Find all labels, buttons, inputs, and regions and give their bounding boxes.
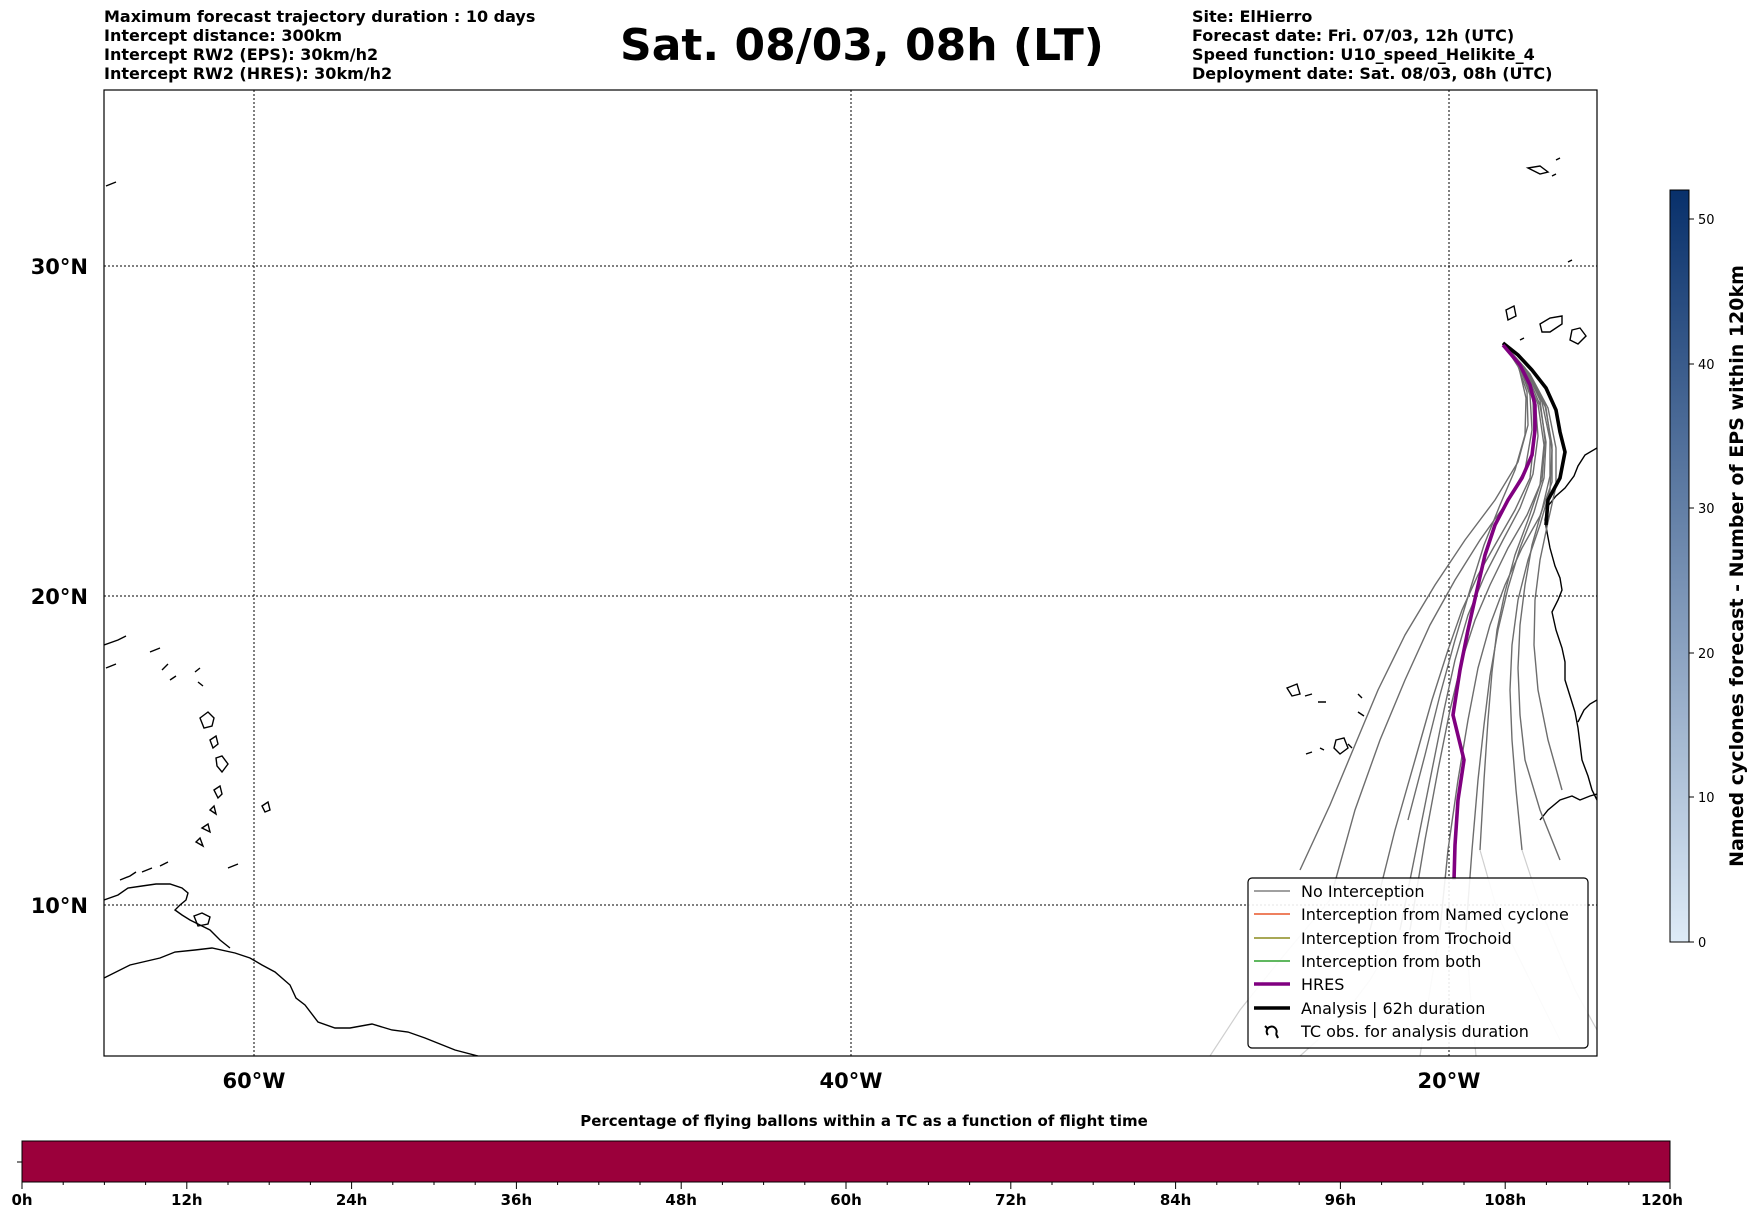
eps-trajectory xyxy=(1502,342,1561,861)
colorbar: 0 10 20 30 40 50 Named cyclones forecast… xyxy=(1669,189,1748,951)
param-line: Maximum forecast trajectory duration : 1… xyxy=(104,7,536,26)
eps-trajectory xyxy=(1299,342,1529,871)
info-line: Forecast date: Fri. 07/03, 12h (UTC) xyxy=(1192,26,1515,45)
lesser-antilles xyxy=(194,711,229,848)
info-line: Deployment date: Sat. 08/03, 08h (UTC) xyxy=(1192,64,1553,83)
legend-label: No Interception xyxy=(1301,882,1425,901)
timebar-tick-labels: 0h 12h 24h 36h 48h 60h 72h 84h 96h 108h … xyxy=(11,1191,1683,1209)
colorbar-tick-label: 50 xyxy=(1698,213,1715,228)
info-line: Speed function: U10_speed_Helikite_4 xyxy=(1192,45,1535,64)
cape-verde-islands xyxy=(1285,683,1365,755)
timebar-tick-label: 96h xyxy=(1325,1191,1357,1209)
south-america-coast xyxy=(104,947,479,1056)
param-line: Intercept RW2 (HRES): 30km/h2 xyxy=(104,64,393,83)
legend-box xyxy=(1247,877,1589,1049)
colorbar-label: Named cyclones forecast - Number of EPS … xyxy=(1726,265,1748,867)
timebar-fill xyxy=(21,1140,1671,1183)
colorbar-gradient xyxy=(1669,189,1690,943)
page-title: Sat. 08/03, 08h (LT) xyxy=(620,20,1104,71)
legend-label: Analysis | 62h duration xyxy=(1301,999,1485,1018)
colorbar-tick-label: 40 xyxy=(1698,358,1715,373)
legend-label: TC obs. for analysis duration xyxy=(1300,1022,1529,1041)
timebar-tick-label: 48h xyxy=(665,1191,697,1209)
timebar-tick-label: 36h xyxy=(501,1191,533,1209)
analysis-trajectory xyxy=(1501,341,1567,526)
timebar-tick-label: 108h xyxy=(1484,1191,1526,1209)
timebar-tick-label: 72h xyxy=(995,1191,1027,1209)
lon-tick-label: 20°W xyxy=(1418,1069,1481,1093)
map-legend: No Interception Interception from Named … xyxy=(1247,877,1589,1049)
timebar-tick-label: 120h xyxy=(1641,1191,1683,1209)
trajectory-ensemble xyxy=(1209,341,1597,1056)
timebar-ticks xyxy=(21,1182,1671,1189)
eps-trajectory xyxy=(1329,342,1533,901)
timebar-tick-label: 0h xyxy=(11,1191,32,1209)
eps-trajectory xyxy=(1369,342,1535,931)
map-panel[interactable]: 30°N 20°N 10°N 60°W 40°W 20°W No Interce… xyxy=(31,89,1598,1093)
colorbar-tick-label: 30 xyxy=(1698,502,1715,517)
eps-trajectory xyxy=(1407,342,1527,821)
legend-label: Interception from Named cyclone xyxy=(1301,905,1569,924)
bermuda xyxy=(105,181,117,187)
west-africa-coast xyxy=(1539,699,1597,821)
greater-antilles xyxy=(104,635,239,881)
colorbar-ticks xyxy=(1689,218,1694,943)
africa-coast xyxy=(1544,447,1597,801)
timebar-tick-label: 24h xyxy=(336,1191,368,1209)
hres-trajectory xyxy=(1451,343,1537,881)
colorbar-tick-label: 20 xyxy=(1698,647,1715,662)
info-line: Site: ElHierro xyxy=(1192,7,1313,26)
colorbar-tick-label: 0 xyxy=(1698,936,1706,951)
lat-tick-label: 20°N xyxy=(31,585,88,609)
barbados xyxy=(261,800,271,813)
legend-label: HRES xyxy=(1301,975,1344,994)
canary-islands xyxy=(1505,304,1587,345)
legend-label: Interception from both xyxy=(1301,952,1481,971)
timebar-tick-label: 60h xyxy=(830,1191,862,1209)
cyclone-icon xyxy=(1264,1025,1279,1039)
timebar-tick-label: 12h xyxy=(171,1191,203,1209)
legend-label: Interception from Trochoid xyxy=(1301,929,1512,948)
azores xyxy=(1525,157,1561,177)
lon-tick-label: 60°W xyxy=(223,1069,286,1093)
eps-trajectory xyxy=(1502,342,1563,791)
map-frame xyxy=(103,89,1598,1057)
lon-tick-label: 40°W xyxy=(820,1069,883,1093)
lat-tick-label: 30°N xyxy=(31,255,88,279)
trinidad xyxy=(193,912,211,927)
param-line: Intercept distance: 300km xyxy=(104,26,343,45)
caribbean-coast xyxy=(104,883,231,949)
param-line: Intercept RW2 (EPS): 30km/h2 xyxy=(104,45,379,64)
site-info: Site: ElHierro Forecast date: Fri. 07/03… xyxy=(1192,7,1552,83)
timebar: Percentage of flying ballons within a TC… xyxy=(11,1112,1683,1209)
colorbar-tick-label: 10 xyxy=(1698,791,1715,806)
eps-trajectory xyxy=(1502,342,1553,851)
timebar-title: Percentage of flying ballons within a TC… xyxy=(580,1112,1148,1130)
lat-tick-label: 10°N xyxy=(31,894,88,918)
eps-trajectory xyxy=(1479,342,1545,851)
coastlines xyxy=(104,157,1597,1056)
madeira xyxy=(1567,259,1573,263)
timebar-tick-label: 84h xyxy=(1160,1191,1192,1209)
forecast-parameters: Maximum forecast trajectory duration : 1… xyxy=(104,7,535,83)
eps-trajectory xyxy=(1465,342,1547,931)
